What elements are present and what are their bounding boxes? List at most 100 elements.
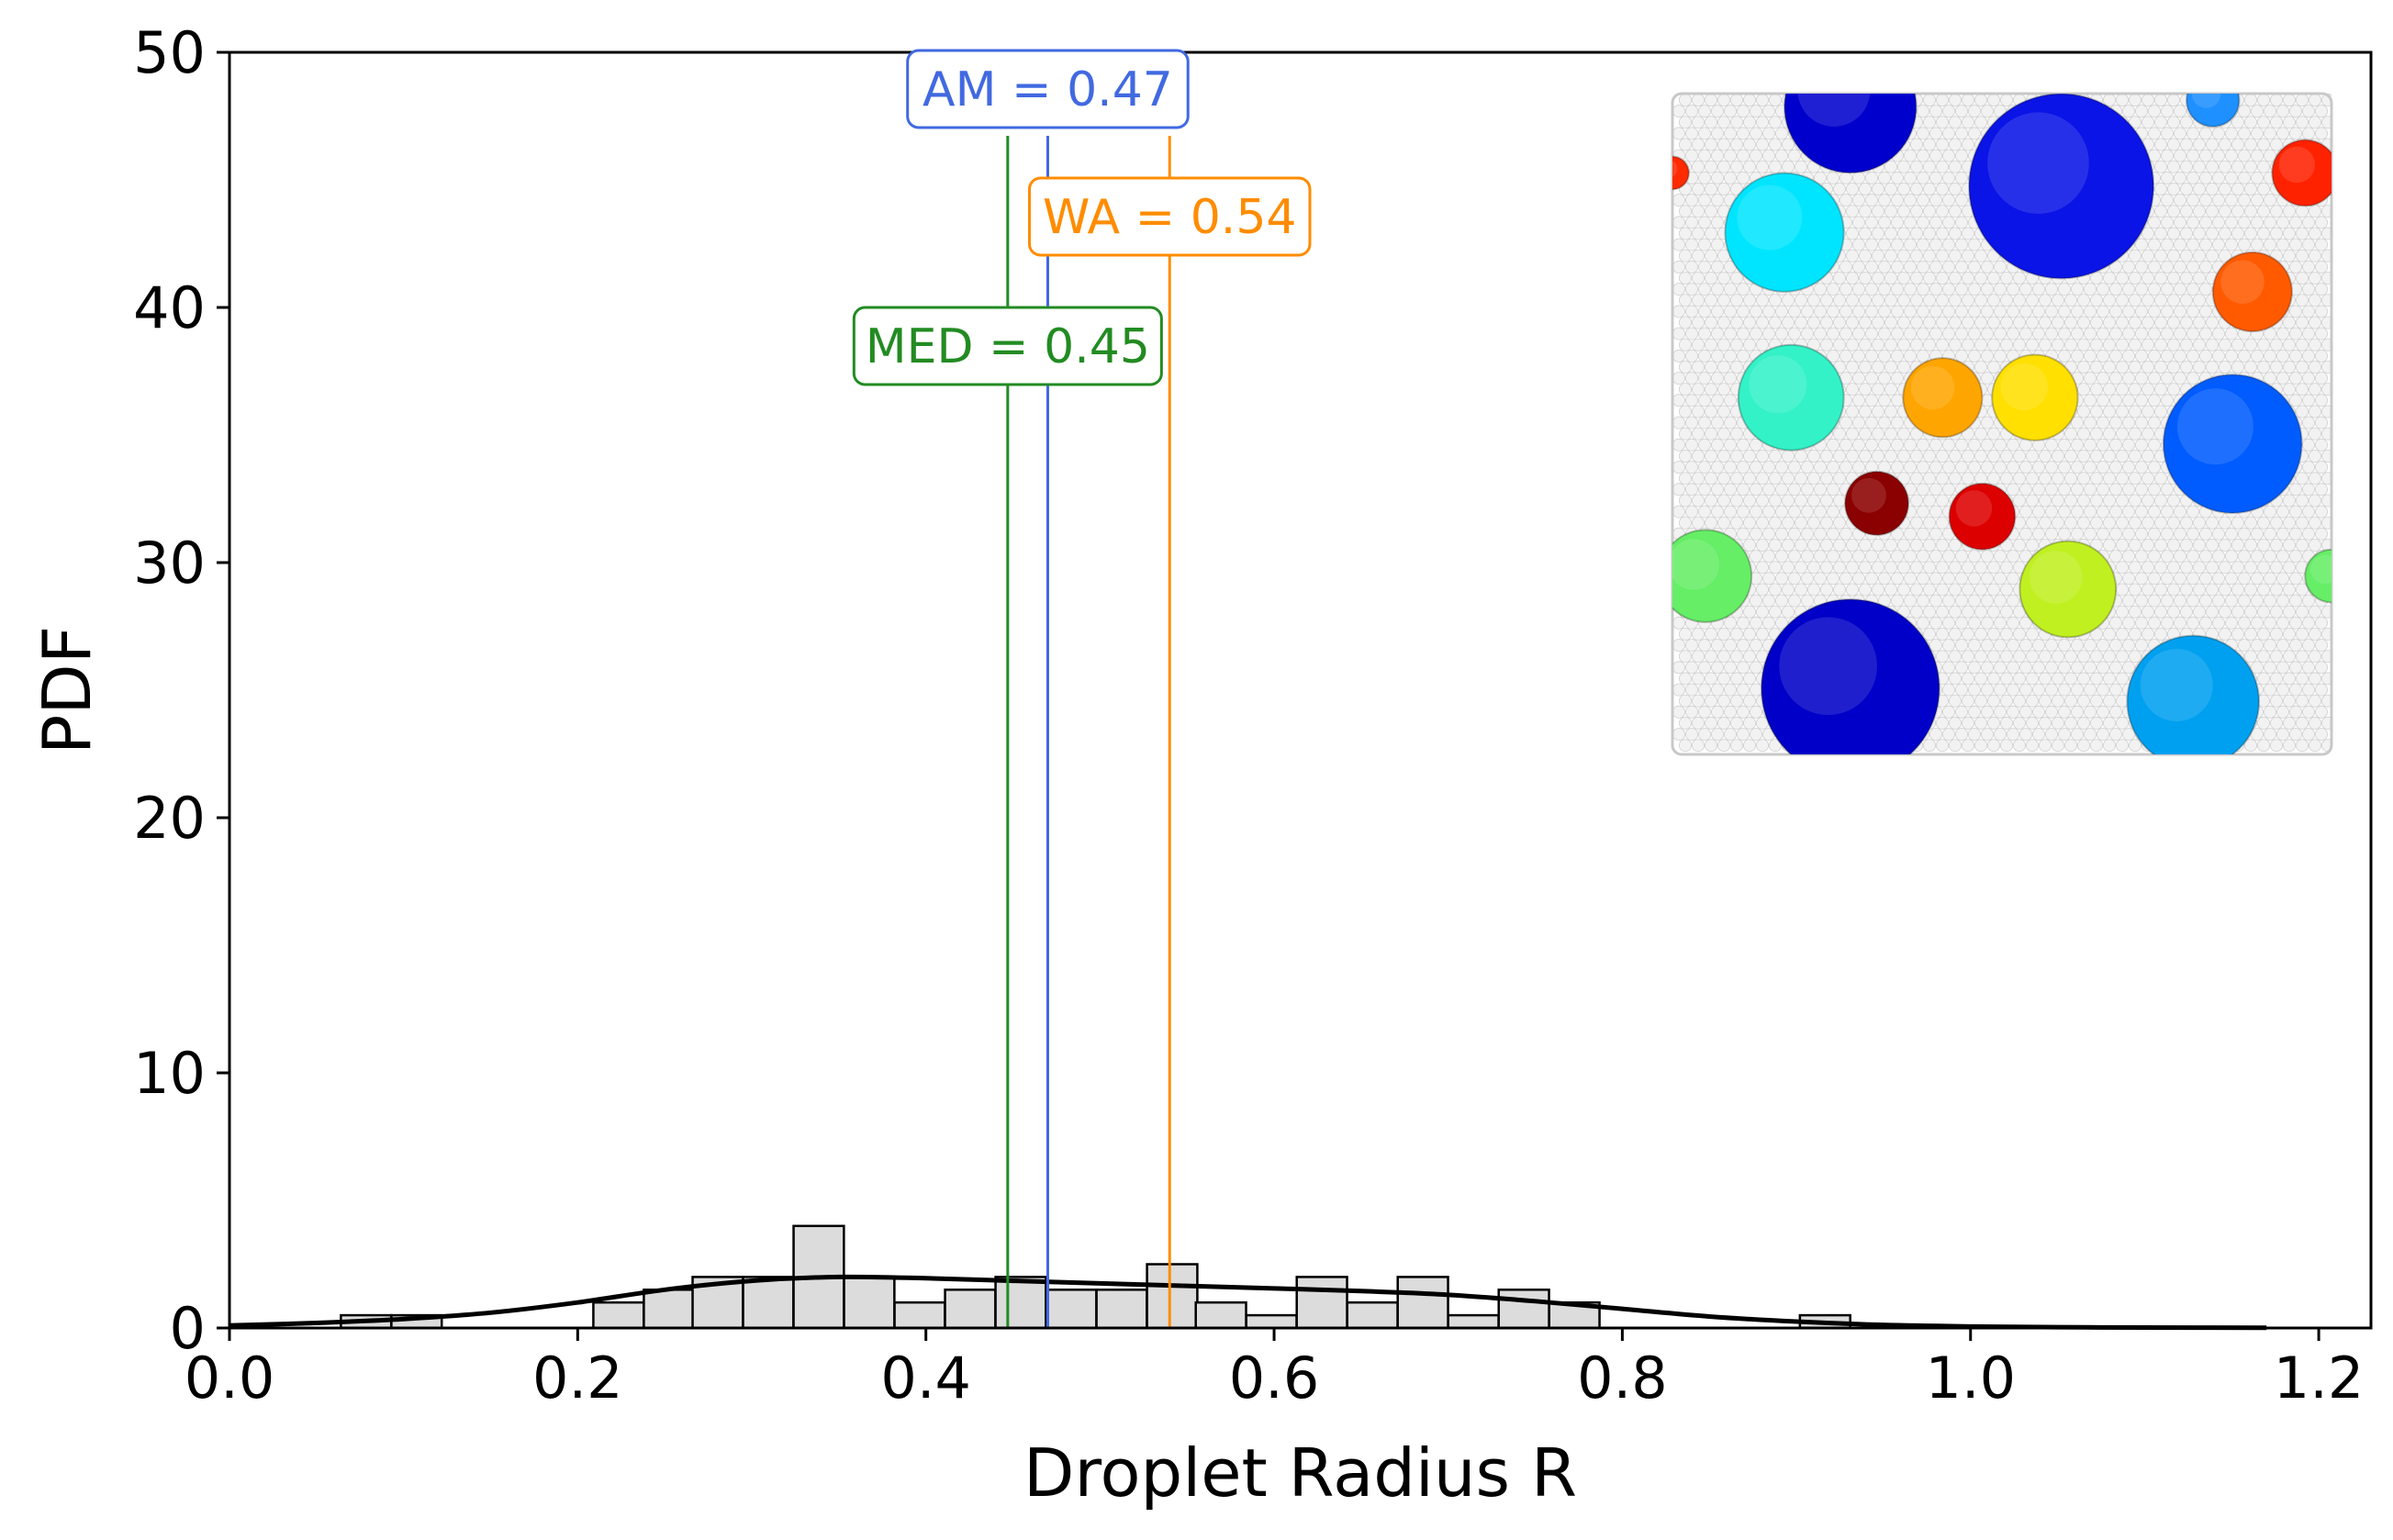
inset-background-particle <box>2006 550 2019 564</box>
inset-background-particle <box>2128 628 2141 642</box>
inset-droplet-highlight <box>1737 184 1803 251</box>
inset-background-particle <box>2205 561 2219 575</box>
inset-background-particle <box>2231 605 2244 619</box>
inset-background-particle <box>2147 260 2161 273</box>
inset-background-particle <box>1852 305 1866 318</box>
inset-background-particle <box>2025 672 2039 686</box>
inset-background-particle <box>2038 294 2052 307</box>
inset-background-particle <box>1692 182 1705 195</box>
inset-background-particle <box>2089 383 2103 396</box>
inset-background-particle <box>2134 394 2148 407</box>
inset-background-particle <box>1685 705 1699 719</box>
inset-background-particle <box>1878 283 1892 296</box>
inset-background-particle <box>1672 438 1686 452</box>
inset-background-particle <box>1775 527 1789 541</box>
inset-background-particle <box>2063 650 2077 664</box>
inset-background-particle <box>2186 305 2199 318</box>
inset-background-particle <box>1827 461 1840 474</box>
inset-background-particle <box>1859 449 1873 463</box>
inset-background-particle <box>2218 138 2231 151</box>
inset-background-particle <box>1980 305 1994 318</box>
inset-background-particle <box>1698 661 1712 675</box>
inset-background-particle <box>2231 561 2244 575</box>
inset-background-particle <box>1775 572 1789 586</box>
inset-background-particle <box>2269 360 2283 374</box>
inset-background-particle <box>2134 238 2148 251</box>
inset-background-particle <box>1737 149 1750 162</box>
inset-background-particle <box>2282 739 2296 753</box>
inset-background-particle <box>1724 683 1738 697</box>
inset-background-particle <box>2243 182 2257 195</box>
inset-background-particle <box>1922 227 1936 240</box>
inset-background-particle <box>1795 316 1808 329</box>
inset-background-particle <box>1846 583 1860 597</box>
inset-background-particle <box>1878 238 1892 251</box>
inset-background-particle <box>1801 572 1815 586</box>
inset-droplet-body <box>2162 374 2303 514</box>
inset-background-particle <box>1999 739 2013 753</box>
inset-background-particle <box>2006 461 2019 474</box>
inset-background-particle <box>1724 127 1738 140</box>
inset-background-particle <box>2224 149 2238 162</box>
inset-background-particle <box>1865 572 1879 586</box>
inset-background-particle <box>2237 127 2251 140</box>
inset-background-particle <box>1999 650 2013 664</box>
inset-background-particle <box>2256 583 2270 597</box>
inset-background-particle <box>2288 616 2302 630</box>
inset-background-particle <box>1775 505 1789 519</box>
y-tick-label: 10 <box>133 1040 206 1107</box>
inset-background-particle <box>1698 728 1712 742</box>
inset-background-particle <box>1884 561 1897 575</box>
histogram-bar-9 <box>944 1289 997 1330</box>
inset-background-particle <box>1724 349 1738 363</box>
inset-background-particle <box>1827 305 1840 318</box>
inset-droplet-highlight <box>1749 355 1807 414</box>
inset-background-particle <box>1698 461 1712 474</box>
inset-background-particle <box>1846 316 1860 329</box>
inset-background-particle <box>1890 305 1904 318</box>
inset-background-particle <box>2063 716 2077 730</box>
inset-background-particle <box>2141 605 2154 619</box>
inset-background-particle <box>1922 628 1936 642</box>
inset-background-particle <box>1896 316 1910 329</box>
inset-background-particle <box>2166 316 2180 329</box>
inset-background-particle <box>1814 505 1828 519</box>
inset-background-particle <box>1929 127 1942 140</box>
inset-background-particle <box>1679 138 1693 151</box>
inset-background-particle <box>2321 116 2331 129</box>
inset-background-particle <box>1839 305 1853 318</box>
inset-background-particle <box>1980 327 1994 340</box>
inset-droplet-body <box>1784 94 1918 174</box>
inset-background-particle <box>2134 616 2148 630</box>
inset-background-particle <box>2308 716 2321 730</box>
inset-background-particle <box>1872 405 1885 418</box>
inset-background-particle <box>1711 127 1725 140</box>
inset-background-particle <box>1974 427 1987 441</box>
inset-background-particle <box>1730 739 1744 753</box>
inset-background-particle <box>2070 639 2084 653</box>
inset-droplet-15 <box>2304 548 2331 604</box>
inset-background-particle <box>2160 394 2174 407</box>
inset-background-particle <box>2160 505 2174 519</box>
inset-background-particle <box>1872 316 1885 329</box>
histogram-bar-14 <box>1194 1300 1247 1330</box>
inset-background-particle <box>2256 182 2270 195</box>
inset-background-particle <box>2018 550 2032 564</box>
inset-background-particle <box>1672 505 1686 519</box>
inset-background-particle <box>1986 650 2000 664</box>
inset-background-particle <box>1974 605 1987 619</box>
inset-background-particle <box>2173 527 2186 541</box>
inset-background-particle <box>2025 338 2039 352</box>
inset-background-particle <box>1896 160 1910 173</box>
inset-background-particle <box>1711 661 1725 675</box>
inset-background-particle <box>2276 372 2289 385</box>
inset-background-particle <box>1672 194 1686 207</box>
inset-background-particle <box>1833 271 1847 285</box>
inset-background-particle <box>2179 116 2193 129</box>
inset-background-particle <box>2308 449 2321 463</box>
inset-background-particle <box>1775 550 1789 564</box>
inset-background-particle <box>1974 116 1987 129</box>
inset-background-particle <box>1756 628 1770 642</box>
inset-background-particle <box>2012 739 2026 753</box>
inset-droplet-highlight <box>2278 146 2316 184</box>
